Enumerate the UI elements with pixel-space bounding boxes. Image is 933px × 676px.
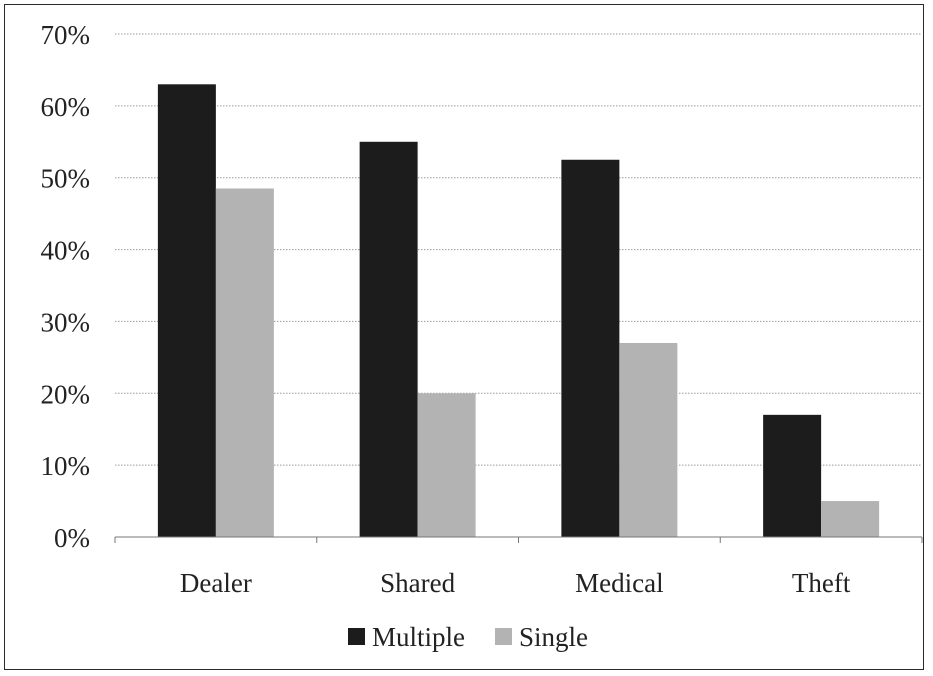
bar-single-medical	[619, 342, 678, 537]
y-tick-label: 50%	[41, 164, 91, 194]
bar-single-shared	[417, 393, 476, 537]
legend: Multiple Single	[348, 622, 588, 652]
x-category-label: Medical	[575, 568, 663, 598]
y-tick-label: 30%	[41, 307, 91, 337]
legend-swatch-single	[495, 628, 512, 645]
y-axis-ticks: 0% 10% 20% 30% 40% 50% 60% 70%	[41, 20, 91, 553]
y-tick-label: 20%	[41, 379, 91, 409]
bar-multiple-medical	[561, 159, 620, 537]
legend-label-multiple: Multiple	[372, 622, 465, 652]
x-axis	[114, 536, 923, 543]
bar-single-theft	[821, 501, 880, 537]
y-tick-label: 40%	[41, 236, 91, 266]
bar-multiple-dealer	[157, 84, 216, 538]
chart-frame	[4, 4, 924, 670]
y-tick-label: 60%	[41, 92, 91, 122]
bar-single-dealer	[215, 188, 274, 537]
legend-swatch-multiple	[348, 628, 365, 645]
y-tick-label: 0%	[54, 523, 90, 553]
x-axis-categories: Dealer Shared Medical Theft	[180, 568, 851, 598]
x-category-label: Theft	[792, 568, 851, 598]
y-tick-label: 10%	[41, 451, 91, 481]
y-tick-label: 70%	[41, 20, 91, 50]
x-category-label: Shared	[380, 568, 455, 598]
bars	[157, 84, 880, 538]
gridlines	[115, 33, 922, 466]
bar-multiple-shared	[359, 141, 418, 538]
bar-multiple-theft	[763, 414, 822, 537]
legend-label-single: Single	[519, 622, 588, 652]
x-category-label: Dealer	[180, 568, 252, 598]
